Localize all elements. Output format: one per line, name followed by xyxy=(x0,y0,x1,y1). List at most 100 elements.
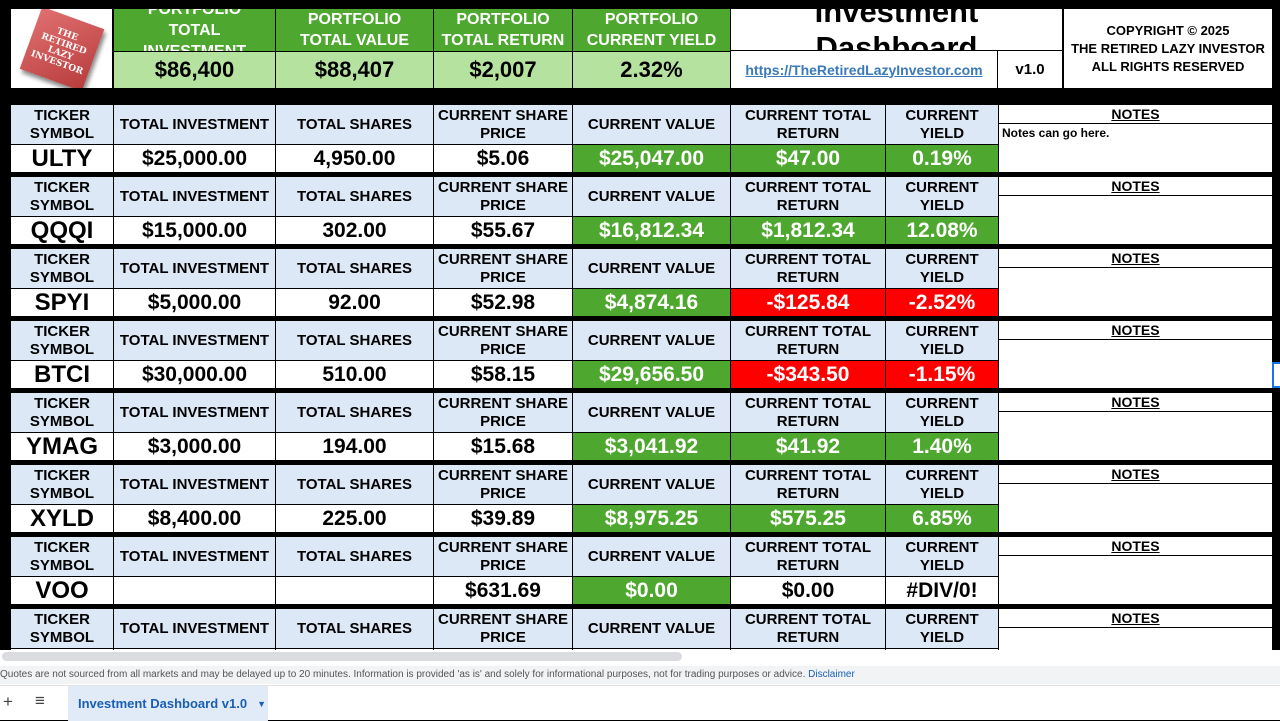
add-sheet-icon[interactable]: + xyxy=(3,692,13,711)
header-share-price: CURRENT SHARE PRICE xyxy=(434,393,572,432)
cell-total-shares[interactable]: 225.00 xyxy=(276,505,433,532)
cell-current-value[interactable] xyxy=(573,649,730,650)
cell-current-value[interactable]: $16,812.34 xyxy=(573,217,730,244)
cell-current-value[interactable]: $0.00 xyxy=(573,577,730,604)
cell-ticker-symbol[interactable]: BTCI xyxy=(11,361,113,388)
cell-total-investment[interactable] xyxy=(114,649,275,650)
notes-cell[interactable] xyxy=(999,556,1272,604)
website-link[interactable]: https://TheRetiredLazyInvestor.com xyxy=(731,51,997,88)
cell-total-investment[interactable]: $3,000.00 xyxy=(114,433,275,460)
cell-total-return[interactable]: $47.00 xyxy=(731,145,885,172)
cell-share-price[interactable]: $58.15 xyxy=(434,361,572,388)
cell-share-price[interactable]: $55.67 xyxy=(434,217,572,244)
header-total-return: CURRENT TOTAL RETURN xyxy=(731,105,885,144)
header-notes: NOTES xyxy=(999,321,1272,339)
sheet-tab[interactable]: Investment Dashboard v1.0 ▼ xyxy=(68,686,268,721)
cell-share-price[interactable] xyxy=(434,649,572,650)
notes-cell[interactable] xyxy=(999,412,1272,460)
disclaimer: Quotes are not sourced from all markets … xyxy=(0,669,806,680)
cell-total-investment[interactable]: $25,000.00 xyxy=(114,145,275,172)
cell-total-return[interactable]: -$125.84 xyxy=(731,289,885,316)
cell-total-return[interactable]: $1,812.34 xyxy=(731,217,885,244)
notes-cell[interactable] xyxy=(999,340,1272,388)
cell-current-value[interactable]: $25,047.00 xyxy=(573,145,730,172)
notes-cell[interactable] xyxy=(999,628,1272,650)
cell-ticker-symbol[interactable]: YMAG xyxy=(11,433,113,460)
header-ticker-symbol: TICKER SYMBOL xyxy=(11,537,113,576)
cell-current-value[interactable]: $3,041.92 xyxy=(573,433,730,460)
cell-share-price[interactable]: $52.98 xyxy=(434,289,572,316)
cell-current-value[interactable]: $29,656.50 xyxy=(573,361,730,388)
cell-total-return[interactable]: $575.25 xyxy=(731,505,885,532)
holding-block: TICKER SYMBOL VOO TOTAL INVESTMENT TOTAL SH… xyxy=(0,537,1280,605)
cell-current-yield[interactable] xyxy=(886,649,998,650)
holding-block: TICKER SYMBOL BTCI TOTAL INVESTMENT $30,000… xyxy=(0,321,1280,389)
cell-total-investment[interactable]: $15,000.00 xyxy=(114,217,275,244)
summary-total-investment-value: $86,400 xyxy=(114,52,275,88)
cell-ticker-symbol[interactable]: XYLD xyxy=(11,505,113,532)
dropdown-arrow-icon[interactable]: ▼ xyxy=(257,698,266,709)
header-ticker-symbol: TICKER SYMBOL xyxy=(11,465,113,504)
header-current-yield: CURRENT YIELD xyxy=(886,249,998,288)
cell-total-shares[interactable]: 510.00 xyxy=(276,361,433,388)
header-total-investment: TOTAL INVESTMENT xyxy=(114,249,275,288)
header-current-value: CURRENT VALUE xyxy=(573,321,730,360)
cell-total-return[interactable] xyxy=(731,649,885,650)
cell-current-value[interactable]: $8,975.25 xyxy=(573,505,730,532)
cell-current-yield[interactable]: 12.08% xyxy=(886,217,998,244)
header-share-price: CURRENT SHARE PRICE xyxy=(434,105,572,144)
cell-ticker-symbol[interactable]: ULTY xyxy=(11,145,113,172)
holding-block: TICKER SYMBOL SPYI TOTAL INVESTMENT $5,000.… xyxy=(0,249,1280,317)
header-total-shares: TOTAL SHARES xyxy=(276,537,433,576)
cell-total-return[interactable]: $41.92 xyxy=(731,433,885,460)
notes-cell[interactable] xyxy=(999,484,1272,532)
cell-share-price[interactable]: $631.69 xyxy=(434,577,572,604)
notes-cell[interactable]: Notes can go here. xyxy=(999,124,1272,172)
header-total-shares: TOTAL SHARES xyxy=(276,393,433,432)
cell-total-shares[interactable]: 194.00 xyxy=(276,433,433,460)
cell-total-investment[interactable]: $8,400.00 xyxy=(114,505,275,532)
cell-current-yield[interactable]: #DIV/0! xyxy=(886,577,998,604)
header-ticker-symbol: TICKER SYMBOL xyxy=(11,177,113,216)
cell-total-investment[interactable] xyxy=(114,577,275,604)
spreadsheet-grid[interactable]: THE RETIRED LAZY INVESTOR PORTFOLIO TOTAL I… xyxy=(0,0,1280,650)
cell-current-yield[interactable]: 0.19% xyxy=(886,145,998,172)
copyright-line: ALL RIGHTS RESERVED xyxy=(1091,58,1245,74)
cell-total-return[interactable]: -$343.50 xyxy=(731,361,885,388)
header-notes: NOTES xyxy=(999,609,1272,627)
disclaimer-link[interactable]: Disclaimer xyxy=(808,669,855,680)
version-label: v1.0 xyxy=(998,51,1062,88)
cell-current-value[interactable]: $4,874.16 xyxy=(573,289,730,316)
cell-share-price[interactable]: $39.89 xyxy=(434,505,572,532)
cell-current-yield[interactable]: -1.15% xyxy=(886,361,998,388)
cell-ticker-symbol[interactable] xyxy=(11,649,113,650)
all-sheets-menu-icon[interactable]: ≡ xyxy=(35,691,45,710)
notes-cell[interactable] xyxy=(999,268,1272,316)
cell-total-investment[interactable]: $5,000.00 xyxy=(114,289,275,316)
cell-share-price[interactable]: $15.68 xyxy=(434,433,572,460)
cell-total-shares[interactable]: 302.00 xyxy=(276,217,433,244)
horizontal-scrollbar[interactable] xyxy=(2,652,682,661)
cell-ticker-symbol[interactable]: QQQI xyxy=(11,217,113,244)
notes-cell[interactable] xyxy=(999,196,1272,244)
cell-total-investment[interactable]: $30,000.00 xyxy=(114,361,275,388)
header-current-yield: CURRENT YIELD xyxy=(886,393,998,432)
cell-total-shares[interactable]: 92.00 xyxy=(276,289,433,316)
cell-share-price[interactable]: $5.06 xyxy=(434,145,572,172)
cell-total-shares[interactable] xyxy=(276,649,433,650)
cell-total-shares[interactable] xyxy=(276,577,433,604)
header-total-investment: TOTAL INVESTMENT xyxy=(114,465,275,504)
sheet-tab-label: Investment Dashboard v1.0 xyxy=(78,696,248,711)
cell-current-yield[interactable]: 1.40% xyxy=(886,433,998,460)
header-total-shares: TOTAL SHARES xyxy=(276,105,433,144)
holding-block: TICKER SYMBOL ULTY TOTAL INVESTMENT $25,000… xyxy=(0,105,1280,173)
cell-current-yield[interactable]: -2.52% xyxy=(886,289,998,316)
cell-total-shares[interactable]: 4,950.00 xyxy=(276,145,433,172)
cell-total-return[interactable]: $0.00 xyxy=(731,577,885,604)
header-ticker-symbol: TICKER SYMBOL xyxy=(11,609,113,648)
cell-ticker-symbol[interactable]: VOO xyxy=(11,577,113,604)
cell-current-yield[interactable]: 6.85% xyxy=(886,505,998,532)
page-title: Investment Dashboard xyxy=(731,9,1062,50)
cell-ticker-symbol[interactable]: SPYI xyxy=(11,289,113,316)
header-total-return: CURRENT TOTAL RETURN xyxy=(731,465,885,504)
